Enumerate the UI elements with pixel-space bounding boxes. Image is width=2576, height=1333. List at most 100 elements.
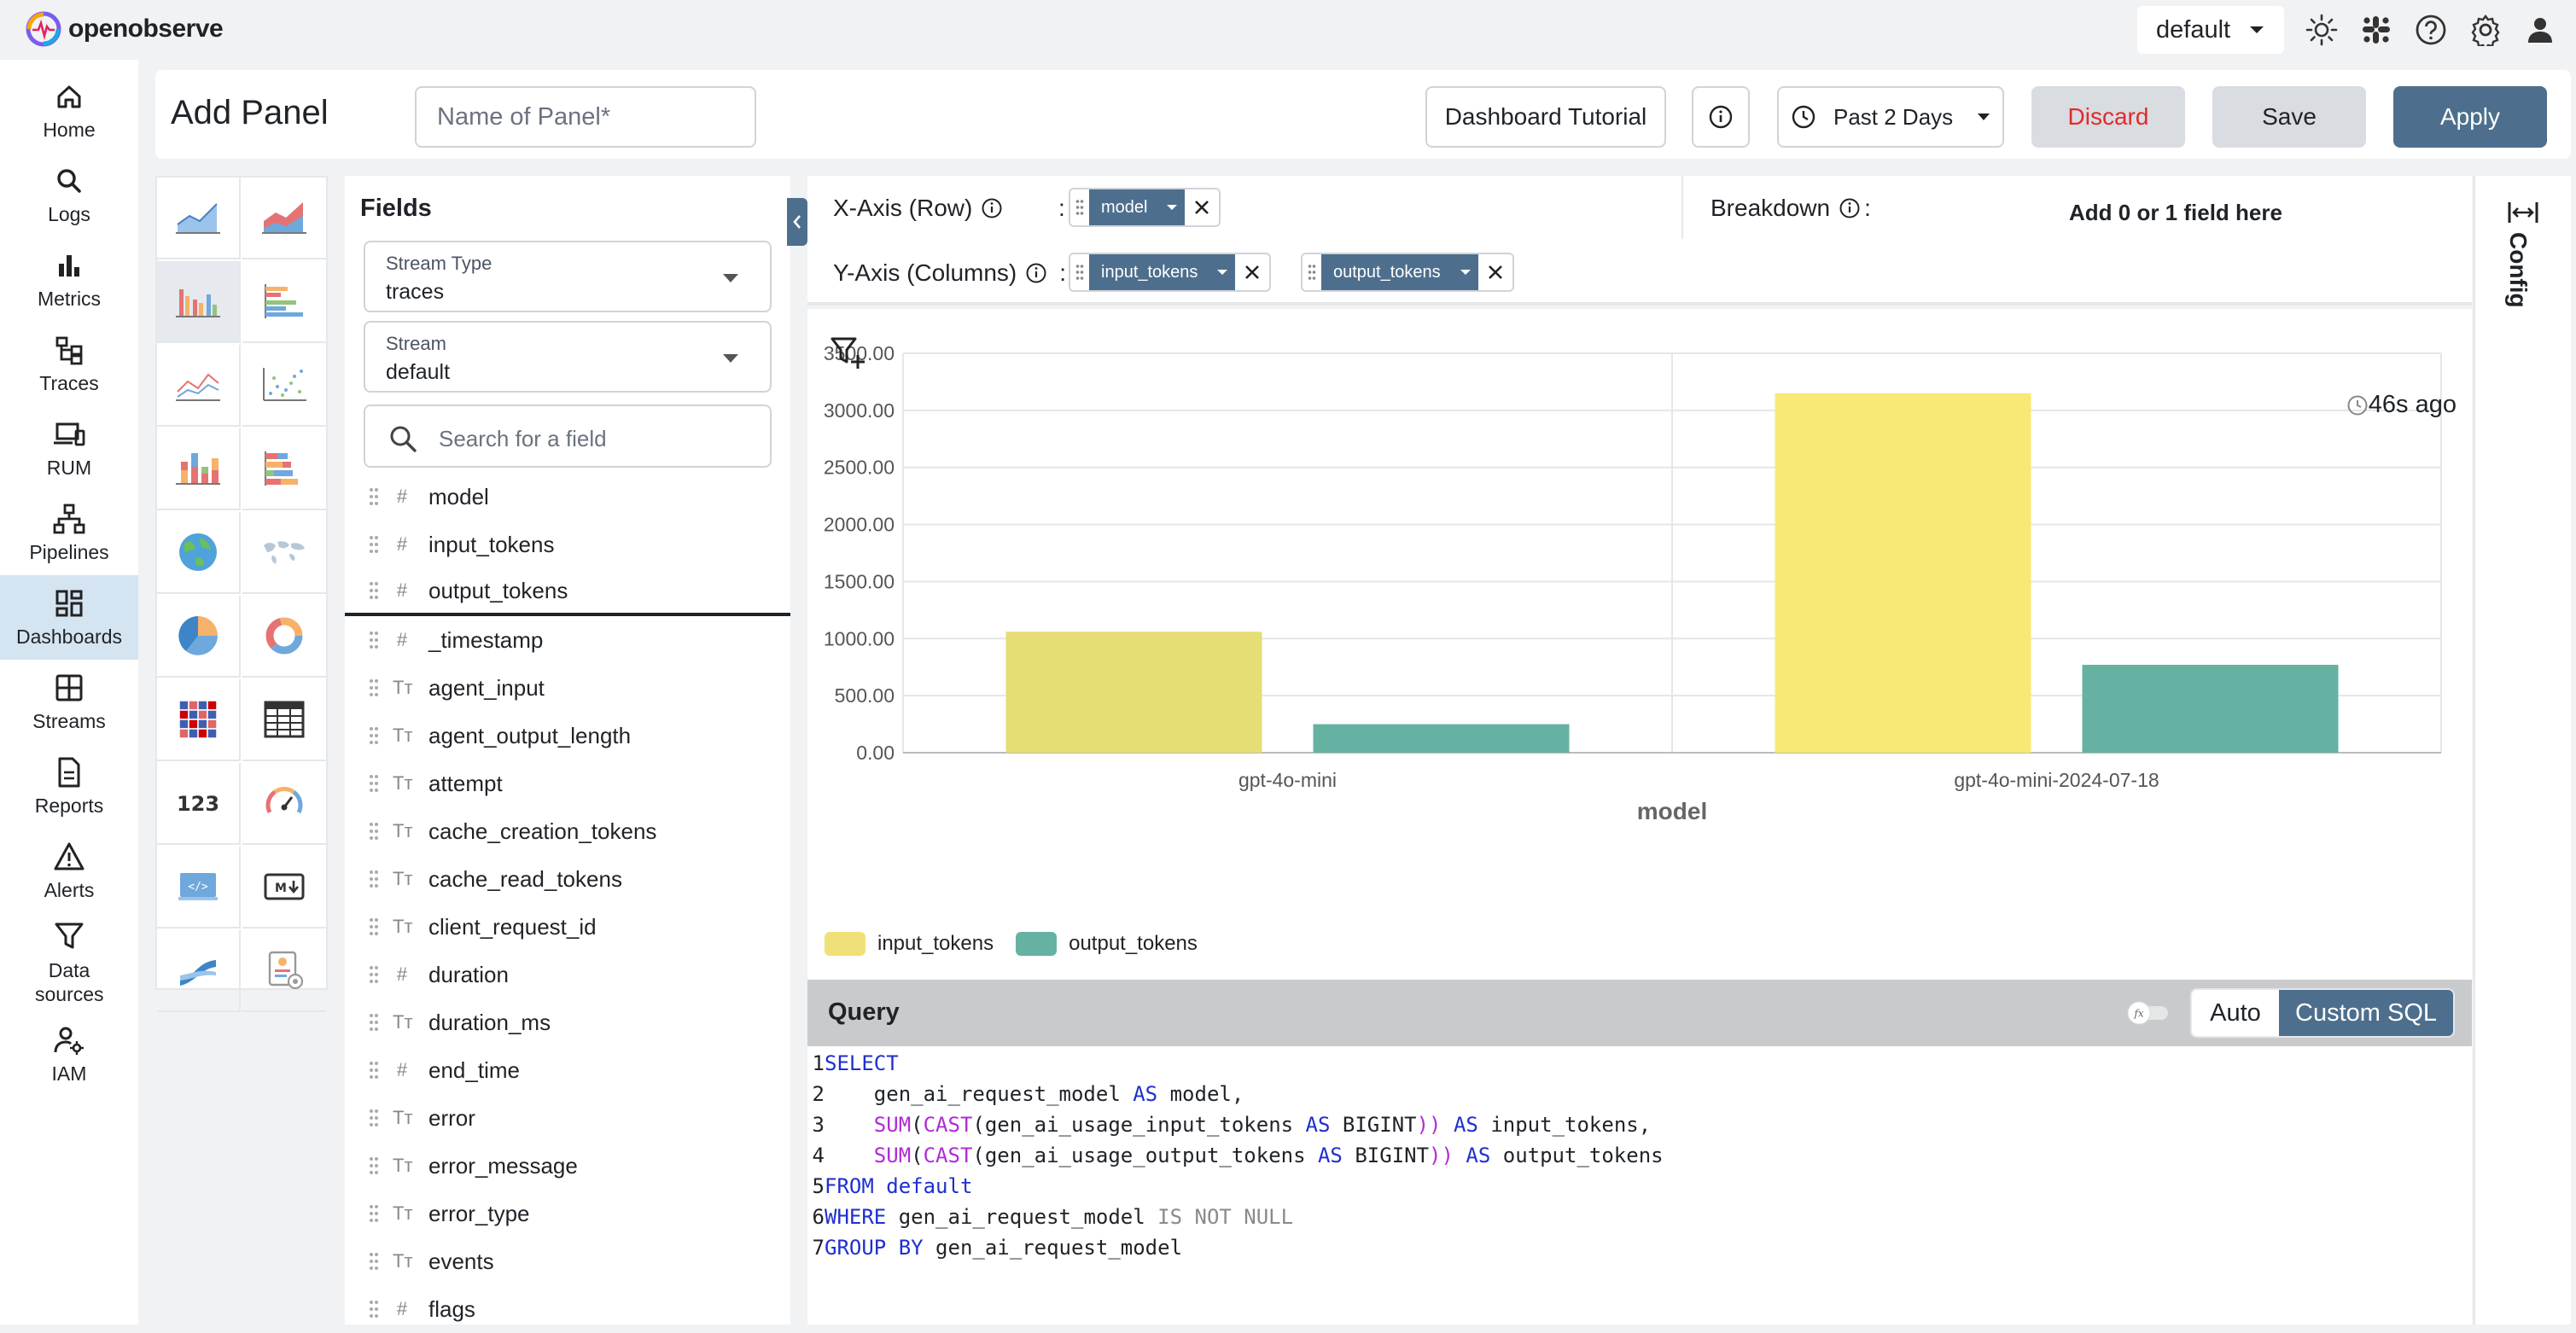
close-icon[interactable]	[1185, 189, 1219, 225]
drag-handle-icon[interactable]	[369, 1300, 379, 1318]
drag-handle-icon[interactable]	[369, 678, 379, 697]
nav-data-sources[interactable]: Data sources	[0, 913, 138, 1012]
nav-streams[interactable]: Streams	[0, 660, 138, 744]
drag-handle-icon[interactable]	[369, 870, 379, 888]
legend-item-output-tokens[interactable]: output_tokens	[1016, 932, 1198, 956]
theme-light-icon[interactable]	[2298, 6, 2346, 54]
logo[interactable]: openobserve	[26, 11, 224, 47]
slack-icon[interactable]	[2352, 6, 2400, 54]
field-item[interactable]: Tт client_request_id	[345, 903, 790, 951]
field-item[interactable]: # model	[345, 473, 790, 521]
info-icon[interactable]	[1839, 197, 1861, 219]
field-item[interactable]: Tт error_type	[345, 1190, 790, 1237]
nav-rum[interactable]: RUM	[0, 406, 138, 491]
stacked-bar-chart-type[interactable]	[157, 428, 241, 510]
drag-handle-icon[interactable]	[369, 631, 379, 649]
time-range-picker[interactable]: Past 2 Days	[1777, 86, 2004, 148]
field-item[interactable]: Tт agent_input	[345, 664, 790, 712]
markdown-chart-type[interactable]: M	[242, 847, 326, 928]
drag-handle-icon[interactable]	[369, 774, 379, 793]
field-item[interactable]: # flags	[345, 1285, 790, 1333]
scatter-chart-type[interactable]	[242, 345, 326, 427]
stream-type-select[interactable]: Stream Type traces	[364, 241, 772, 312]
user-icon[interactable]	[2516, 6, 2564, 54]
metric-chart-type[interactable]: 123	[157, 763, 241, 845]
y-axis-field-chip[interactable]: input_tokens	[1069, 253, 1272, 292]
info-button[interactable]	[1692, 86, 1750, 148]
nav-logs[interactable]: Logs	[0, 153, 138, 237]
config-panel-toggle[interactable]: Config	[2474, 176, 2571, 1324]
field-item[interactable]: # input_tokens	[345, 521, 790, 568]
custom-chart-type[interactable]	[242, 930, 326, 1012]
nav-metrics[interactable]: Metrics	[0, 237, 138, 322]
area-chart-type[interactable]	[157, 178, 241, 259]
drag-handle-icon[interactable]	[369, 535, 379, 554]
nav-pipelines[interactable]: Pipelines	[0, 491, 138, 575]
close-icon[interactable]	[1478, 254, 1512, 290]
horizontal-bar-chart-type[interactable]	[242, 261, 326, 343]
field-item[interactable]: Tт duration_ms	[345, 998, 790, 1046]
drag-handle-icon[interactable]	[369, 1252, 379, 1271]
drag-handle-icon[interactable]	[369, 726, 379, 745]
field-item[interactable]: # duration	[345, 951, 790, 998]
discard-button[interactable]: Discard	[2031, 86, 2185, 148]
field-item[interactable]: Tт cache_read_tokens	[345, 855, 790, 903]
drag-handle-icon[interactable]	[369, 487, 379, 506]
heatmap-chart-type[interactable]	[157, 679, 241, 761]
drag-handle-icon[interactable]	[1070, 264, 1089, 281]
drag-handle-icon[interactable]	[369, 1109, 379, 1127]
info-icon[interactable]	[1025, 262, 1047, 284]
nav-dashboards[interactable]: Dashboards	[0, 575, 138, 660]
nav-traces[interactable]: Traces	[0, 322, 138, 406]
field-item[interactable]: Tт agent_output_length	[345, 712, 790, 760]
geomap-chart-type[interactable]	[157, 512, 241, 594]
field-item[interactable]: # output_tokens	[345, 568, 790, 616]
panel-name-input[interactable]	[415, 86, 756, 148]
collapse-fields-button[interactable]	[787, 198, 807, 246]
caret-down-icon[interactable]	[1159, 189, 1186, 225]
drag-handle-icon[interactable]	[369, 1204, 379, 1223]
caret-down-icon[interactable]	[1209, 254, 1236, 290]
drag-handle-icon[interactable]	[1070, 199, 1089, 216]
x-axis-field-chip[interactable]: model	[1069, 188, 1221, 227]
stream-select[interactable]: Stream default	[364, 321, 772, 393]
close-icon[interactable]	[1235, 254, 1269, 290]
nav-alerts[interactable]: Alerts	[0, 829, 138, 913]
save-button[interactable]: Save	[2212, 86, 2366, 148]
drag-handle-icon[interactable]	[1303, 264, 1321, 281]
nav-iam[interactable]: IAM	[0, 1012, 138, 1097]
line-chart-type[interactable]	[157, 345, 241, 427]
fx-toggle[interactable]: fx	[2122, 997, 2175, 1029]
pie-chart-type[interactable]	[157, 596, 241, 678]
dashboard-tutorial-button[interactable]: Dashboard Tutorial	[1425, 86, 1666, 148]
donut-chart-type[interactable]	[242, 596, 326, 678]
field-search-input[interactable]: Search for a field	[364, 405, 772, 468]
area-stacked-chart-type[interactable]	[242, 178, 326, 259]
drag-handle-icon[interactable]	[369, 822, 379, 841]
info-icon[interactable]	[981, 197, 1003, 219]
help-icon[interactable]	[2407, 6, 2455, 54]
legend-item-input-tokens[interactable]: input_tokens	[825, 932, 994, 956]
field-item[interactable]: Tт error_message	[345, 1142, 790, 1190]
sankey-chart-type[interactable]	[157, 930, 241, 1012]
drag-handle-icon[interactable]	[369, 1013, 379, 1032]
horizontal-stacked-bar-chart-type[interactable]	[242, 428, 326, 510]
field-item[interactable]: Tт error	[345, 1094, 790, 1142]
y-axis-field-chip[interactable]: output_tokens	[1301, 253, 1514, 292]
nav-home[interactable]: Home	[0, 68, 138, 153]
org-selector[interactable]: default	[2137, 6, 2284, 54]
breakdown-drop-zone[interactable]: Add 0 or 1 field here	[2069, 200, 2282, 225]
mode-auto-button[interactable]: Auto	[2210, 998, 2261, 1027]
nav-reports[interactable]: Reports	[0, 744, 138, 829]
mode-custom-sql-button[interactable]: Custom SQL	[2279, 990, 2453, 1036]
field-item[interactable]: Tт events	[345, 1237, 790, 1285]
drag-handle-icon[interactable]	[369, 1156, 379, 1175]
drag-handle-icon[interactable]	[369, 965, 379, 984]
drag-handle-icon[interactable]	[369, 1061, 379, 1080]
table-chart-type[interactable]	[242, 679, 326, 761]
field-item[interactable]: # end_time	[345, 1046, 790, 1094]
settings-icon[interactable]	[2462, 6, 2509, 54]
bar-chart-type[interactable]	[157, 261, 241, 343]
maps-chart-type[interactable]	[242, 512, 326, 594]
html-chart-type[interactable]: </>	[157, 847, 241, 928]
